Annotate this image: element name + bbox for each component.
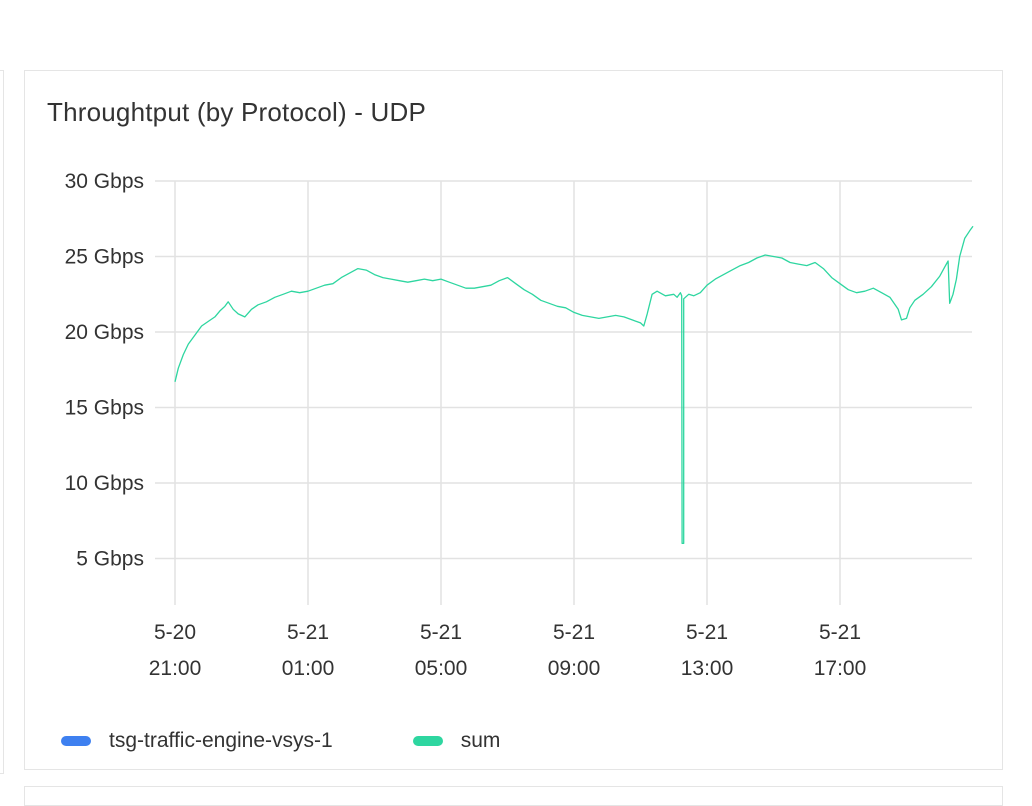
x-tick-date-label: 5-21 [819, 621, 861, 644]
legend-swatch-tsg-traffic-engine [61, 736, 91, 746]
y-tick-label: 5 Gbps [76, 548, 144, 571]
y-tick-label: 25 Gbps [65, 246, 144, 269]
x-tick-date-label: 5-21 [287, 621, 329, 644]
chart-legend: tsg-traffic-engine-vsys-1 sum [61, 726, 580, 756]
legend-label-tsg-traffic-engine: tsg-traffic-engine-vsys-1 [109, 729, 333, 752]
panel-title: Throughtput (by Protocol) - UDP [47, 97, 427, 127]
legend-label-sum: sum [460, 729, 501, 752]
x-tick-time-label: 05:00 [415, 657, 468, 680]
x-axis-labels: 5-20 21:00 5-21 01:00 5-21 05:00 5-21 09:00 5-21… [149, 621, 867, 680]
y-tick-label: 15 Gbps [65, 397, 144, 420]
legend-item-sum[interactable]: sum [412, 729, 501, 753]
y-axis-labels: 5 Gbps 10 Gbps 15 Gbps 20 Gbps 25 Gbps 30 Gbp… [65, 170, 144, 571]
y-gridlines [155, 180, 972, 560]
y-tick-label: 30 Gbps [65, 170, 144, 193]
legend-item-tsg-traffic-engine[interactable]: tsg-traffic-engine-vsys-1 [61, 729, 333, 753]
adjacent-panel-edge [0, 70, 4, 774]
series-layer [174, 225, 974, 545]
series-line-sum [174, 225, 974, 545]
throughput-udp-panel: Throughtput (by Protocol) - UDP 5 Gbps 10… [24, 70, 1003, 770]
x-tick-time-label: 09:00 [548, 657, 601, 680]
x-gridlines [174, 181, 841, 605]
x-tick-time-label: 21:00 [149, 657, 202, 680]
x-tick-time-label: 17:00 [814, 657, 867, 680]
next-panel-edge [24, 786, 1003, 806]
throughput-line-chart: 5 Gbps 10 Gbps 15 Gbps 20 Gbps 25 Gbps 30 Gbp… [65, 170, 974, 680]
x-tick-time-label: 13:00 [681, 657, 734, 680]
x-tick-date-label: 5-20 [154, 621, 196, 644]
y-tick-label: 10 Gbps [65, 472, 144, 495]
y-tick-label: 20 Gbps [65, 321, 144, 344]
legend-swatch-sum [412, 736, 443, 746]
x-tick-date-label: 5-21 [686, 621, 728, 644]
x-tick-time-label: 01:00 [282, 657, 335, 680]
x-tick-date-label: 5-21 [553, 621, 595, 644]
x-tick-date-label: 5-21 [420, 621, 462, 644]
